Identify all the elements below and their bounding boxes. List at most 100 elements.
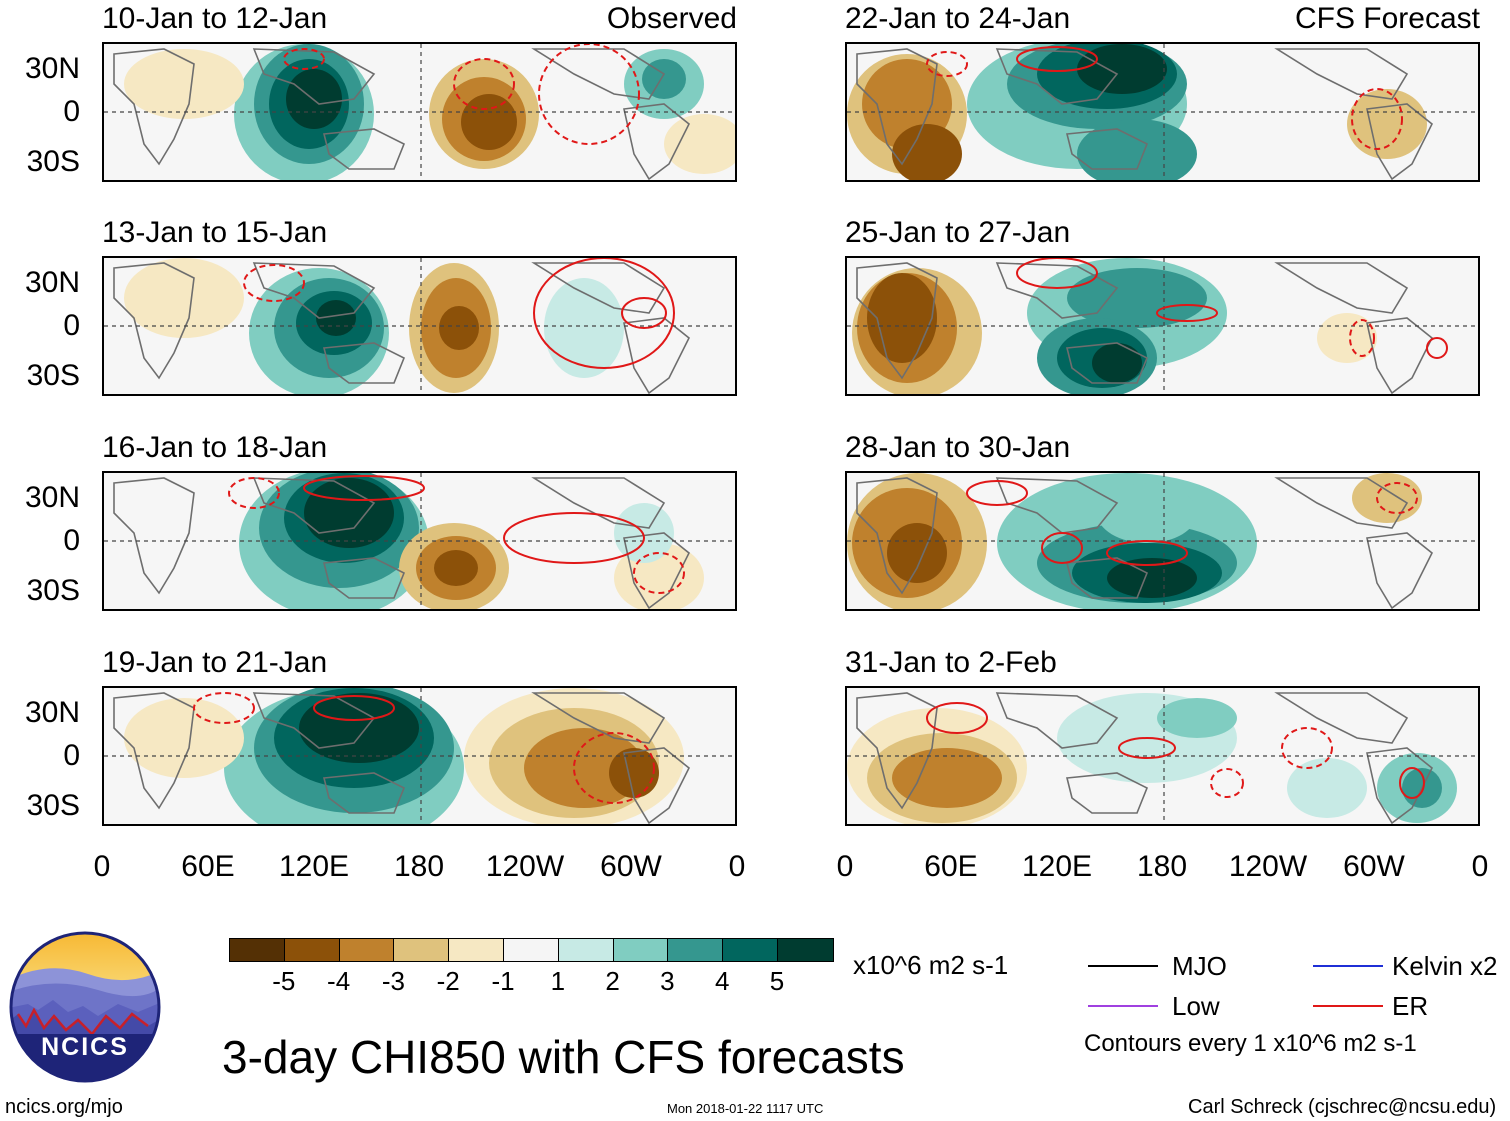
colorbar-swatch	[558, 939, 614, 961]
coastline	[1366, 317, 1434, 394]
y-tick-label: 30N	[24, 52, 80, 85]
x-tick-label: 0	[728, 850, 746, 883]
coastline	[113, 477, 195, 595]
coastline	[1274, 48, 1409, 100]
x-tick-label: 120W	[485, 850, 565, 883]
coastline	[995, 48, 1119, 105]
coastline	[1366, 532, 1434, 609]
anomaly-shading	[1077, 44, 1167, 94]
er-contour	[1210, 768, 1244, 798]
er-contour	[1376, 482, 1418, 514]
x-tick-label: 60W	[600, 850, 662, 883]
er-contour	[453, 58, 515, 110]
colorbar-tick: 3	[660, 966, 675, 996]
colorbar-tick: 1	[550, 966, 566, 996]
er-contour	[1041, 532, 1083, 564]
coastline	[322, 557, 406, 599]
coastline	[1065, 128, 1149, 170]
coastline	[995, 477, 1119, 534]
panel-date-range: 31-Jan to 2-Feb	[845, 646, 1057, 679]
er-contour	[1281, 727, 1333, 769]
panel-type-tag: CFS Forecast	[1294, 2, 1480, 35]
anomaly-shading	[1097, 483, 1197, 543]
colorbar-swatch	[284, 939, 340, 961]
colorbar-swatch	[613, 939, 669, 961]
anomaly-shading	[1092, 343, 1142, 383]
coastline	[1065, 342, 1149, 384]
colorbar-tick: 2	[605, 966, 620, 996]
er-contour	[243, 264, 305, 302]
map-field	[104, 688, 735, 824]
legend-line-kelvin	[1313, 965, 1383, 967]
y-tick-label: 30S	[26, 789, 80, 822]
coastline	[623, 103, 691, 180]
anomaly-shading	[642, 59, 686, 99]
colorbar-swatch	[394, 939, 450, 961]
colorbar-tick: 4	[714, 966, 730, 996]
er-contour	[926, 702, 988, 734]
anomaly-map	[845, 471, 1480, 611]
anomaly-map	[102, 42, 737, 182]
panel-date-range: 19-Jan to 21-Jan	[102, 646, 328, 679]
coastline	[1366, 103, 1434, 180]
anomaly-shading	[439, 306, 479, 350]
colorbar-tick: -5	[272, 966, 296, 996]
x-tick-label: 0	[836, 850, 854, 883]
anomaly-shading	[299, 693, 419, 763]
y-tick-label: 30N	[24, 266, 80, 299]
footer-url[interactable]: ncics.org/mjo	[5, 1096, 123, 1118]
x-tick-label: 0	[93, 850, 111, 883]
anomaly-shading	[1077, 119, 1197, 180]
coastline	[113, 48, 195, 166]
anomaly-shading	[614, 503, 674, 563]
er-contour	[1016, 258, 1098, 289]
panel-type-tag: Observed	[606, 2, 737, 35]
colorbar-units: x10^6 m2 s-1	[853, 950, 1009, 980]
y-tick-label: 0	[63, 739, 80, 772]
anomaly-shading	[892, 124, 962, 180]
coastline	[252, 262, 376, 319]
coastline	[322, 342, 406, 384]
y-tick-label: 0	[63, 95, 80, 128]
er-contour	[926, 51, 968, 77]
er-contour	[1016, 46, 1098, 72]
anomaly-shading	[461, 94, 517, 150]
anomaly-shading	[867, 273, 937, 363]
x-tick-label: 120E	[1021, 850, 1093, 883]
er-contour	[1426, 337, 1448, 359]
coastline	[531, 477, 666, 529]
anomaly-map	[102, 686, 737, 826]
coastline	[856, 692, 938, 810]
er-contour	[1349, 319, 1375, 357]
map-field	[104, 258, 735, 394]
anomaly-shading	[609, 748, 659, 798]
panel-date-range: 10-Jan to 12-Jan	[102, 2, 328, 35]
er-contour	[228, 477, 280, 509]
er-contour	[313, 695, 395, 721]
colorbar-tick: 5	[769, 966, 785, 996]
anomaly-map	[845, 42, 1480, 182]
colorbar-tick: -3	[381, 966, 405, 996]
legend-label-low: Low	[1172, 991, 1220, 1021]
coastline	[531, 262, 666, 314]
panel-date-range: 13-Jan to 15-Jan	[102, 216, 328, 249]
legend-label-kelvin: Kelvin x2	[1392, 951, 1498, 981]
coastline	[1366, 747, 1434, 824]
er-contour	[283, 48, 325, 70]
map-field	[104, 473, 735, 609]
coastline	[252, 477, 376, 534]
anomaly-map	[102, 471, 737, 611]
x-tick-label: 60E	[924, 850, 978, 883]
map-field	[847, 473, 1478, 609]
coastline	[1065, 557, 1149, 599]
colorbar-swatch	[339, 939, 395, 961]
colorbar-tick: -4	[327, 966, 351, 996]
map-field	[104, 44, 735, 180]
footer-author: Carl Schreck (cjschrec@ncsu.edu)	[1188, 1096, 1497, 1118]
er-contour	[1118, 737, 1176, 759]
colorbar-swatch	[777, 939, 833, 961]
anomaly-shading	[1347, 89, 1427, 159]
coastline	[856, 477, 938, 595]
legend-label-mjo: MJO	[1172, 951, 1227, 981]
coastline	[1274, 477, 1409, 529]
